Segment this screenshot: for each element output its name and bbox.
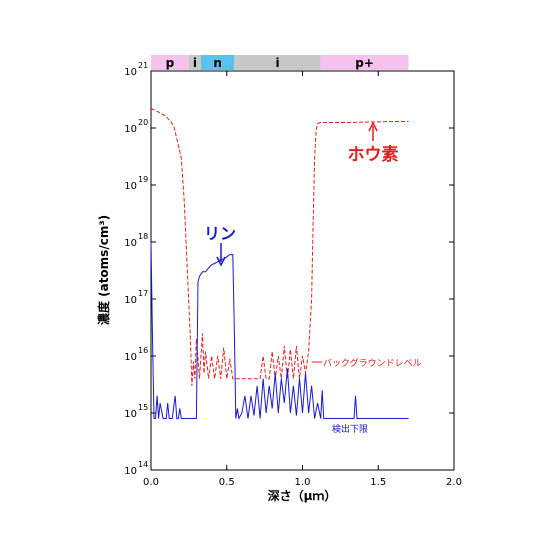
phosphorus-label: リン bbox=[204, 224, 236, 243]
x-tick-label-4: 2.0 bbox=[446, 477, 462, 488]
x-axis-title: 深さ（μｍ） bbox=[268, 488, 337, 503]
detection-limit-label: 検出下限 bbox=[332, 423, 368, 435]
y-tick-exponent-2: 16 bbox=[138, 346, 148, 355]
y-tick-exponent-5: 19 bbox=[138, 175, 148, 184]
layer-bar: p i n i p+ bbox=[151, 55, 409, 70]
layer-band-0 bbox=[151, 55, 189, 70]
boron-arrow-head bbox=[368, 121, 378, 132]
layer-label-1: i bbox=[193, 56, 197, 70]
x-tick-label-2: 1.0 bbox=[295, 477, 311, 488]
layer-label-0: p bbox=[166, 56, 175, 70]
y-tick-label-3: 10 bbox=[124, 295, 137, 306]
y-tick-exponent-7: 21 bbox=[138, 61, 148, 70]
y-axis-title: 濃度 (atoms/cm³) bbox=[96, 215, 111, 325]
boron-label: ホウ素 bbox=[348, 145, 399, 165]
series-group bbox=[150, 108, 409, 421]
y-tick-exponent-4: 18 bbox=[138, 232, 148, 241]
series-line-1 bbox=[150, 241, 409, 421]
layer-label-3: i bbox=[275, 56, 279, 70]
y-tick-label-1: 10 bbox=[124, 409, 137, 420]
y-tick-label-4: 10 bbox=[124, 238, 137, 249]
y-tick-label-6: 10 bbox=[124, 124, 137, 135]
y-tick-exponent-0: 14 bbox=[138, 460, 148, 469]
y-tick-exponent-6: 20 bbox=[138, 118, 148, 127]
layer-band-1 bbox=[188, 55, 201, 70]
layer-label-2: n bbox=[213, 56, 222, 70]
layer-band-3 bbox=[234, 55, 321, 70]
y-tick-label-2: 10 bbox=[124, 352, 137, 363]
phosphorus-arrow-head bbox=[216, 256, 226, 267]
layer-label-4: p+ bbox=[355, 56, 374, 70]
axis-ticks: 0.0 0.5 1.0 1.5 2.01014101510161017101810191… bbox=[124, 61, 462, 488]
x-tick-label-1: 0.5 bbox=[219, 477, 235, 488]
layer-band-2 bbox=[200, 55, 235, 70]
x-tick-label-0: 0.0 bbox=[143, 477, 159, 488]
y-tick-exponent-3: 17 bbox=[138, 289, 148, 298]
x-tick-label-3: 1.5 bbox=[370, 477, 386, 488]
layer-band-4 bbox=[320, 55, 409, 70]
background-level-label: バックグラウンドレベル bbox=[323, 357, 422, 369]
y-tick-label-5: 10 bbox=[124, 181, 137, 192]
y-tick-label-0: 10 bbox=[124, 466, 137, 477]
y-tick-exponent-1: 15 bbox=[138, 403, 148, 412]
y-tick-label-7: 10 bbox=[124, 67, 137, 78]
